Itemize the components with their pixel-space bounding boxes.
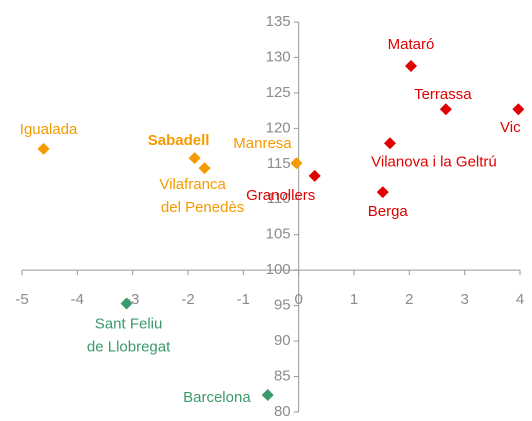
point-label: Vilafranca del Penedès [159, 176, 244, 216]
point-label-line: Sant Feliu [95, 315, 163, 332]
x-tick-label: 0 [294, 291, 302, 308]
marker [261, 388, 274, 401]
point-label: Berga [368, 203, 409, 220]
point-label: Mataró [388, 36, 435, 53]
x-tick-label: 3 [460, 291, 468, 308]
point-label: Sabadell [148, 132, 210, 149]
x-tick-label: -4 [71, 291, 84, 308]
y-tick-label: 95 [274, 297, 291, 314]
point-label: Sant Feliu de Llobregat [87, 315, 171, 355]
point-label-line: Terrassa [414, 86, 472, 103]
y-tick-label: 125 [266, 84, 291, 101]
marker [198, 162, 211, 175]
y-tick-label: 120 [266, 119, 291, 136]
point-label: Vic [500, 119, 521, 136]
point-label-line: Mataró [388, 36, 435, 53]
marker [290, 157, 303, 170]
y-tick-label: 100 [266, 261, 291, 278]
point-label: Terrassa [414, 86, 472, 103]
marker [376, 186, 389, 199]
y-tick-label: 90 [274, 332, 291, 349]
point-label-line: Vilafranca [159, 176, 226, 193]
x-tick-label: 4 [516, 291, 524, 308]
point-label: Manresa [233, 135, 292, 152]
point-label-line: Vilanova i la Geltrú [371, 153, 497, 170]
y-tick-label: 85 [274, 368, 291, 385]
x-tick-label: -2 [181, 291, 194, 308]
point-label: Granollers [246, 187, 315, 204]
point-label: Igualada [20, 121, 78, 138]
point-label-line: Sabadell [148, 132, 210, 149]
y-tick-label: 110 [267, 190, 291, 207]
y-tick-label: 135 [266, 13, 291, 30]
y-tick-label: 80 [274, 403, 291, 420]
point-label: Barcelona [183, 389, 251, 406]
x-tick-label: -5 [15, 291, 28, 308]
y-tick-label: 115 [267, 155, 291, 172]
marker [439, 103, 452, 116]
marker [37, 142, 50, 155]
point-label-line: Vic [500, 119, 521, 136]
marker [512, 103, 525, 116]
y-tick-label: 105 [266, 226, 291, 243]
point-label-line: Berga [368, 203, 409, 220]
point-label-line: de Llobregat [87, 338, 171, 355]
point-label-line: del Penedès [161, 199, 244, 216]
marker [120, 297, 133, 310]
x-tick-label: 1 [350, 291, 358, 308]
marker [383, 137, 396, 150]
point-label: Vilanova i la Geltrú [371, 153, 497, 170]
x-tick-label: -1 [237, 291, 250, 308]
y-tick-label: 130 [266, 48, 291, 65]
point-label-line: Igualada [20, 121, 78, 138]
marker [404, 59, 417, 72]
marker [188, 152, 201, 165]
x-tick-label: 2 [405, 291, 413, 308]
point-label-line: Manresa [233, 135, 292, 152]
point-label-line: Granollers [246, 187, 315, 204]
marker [308, 169, 321, 182]
point-label-line: Barcelona [183, 389, 251, 406]
